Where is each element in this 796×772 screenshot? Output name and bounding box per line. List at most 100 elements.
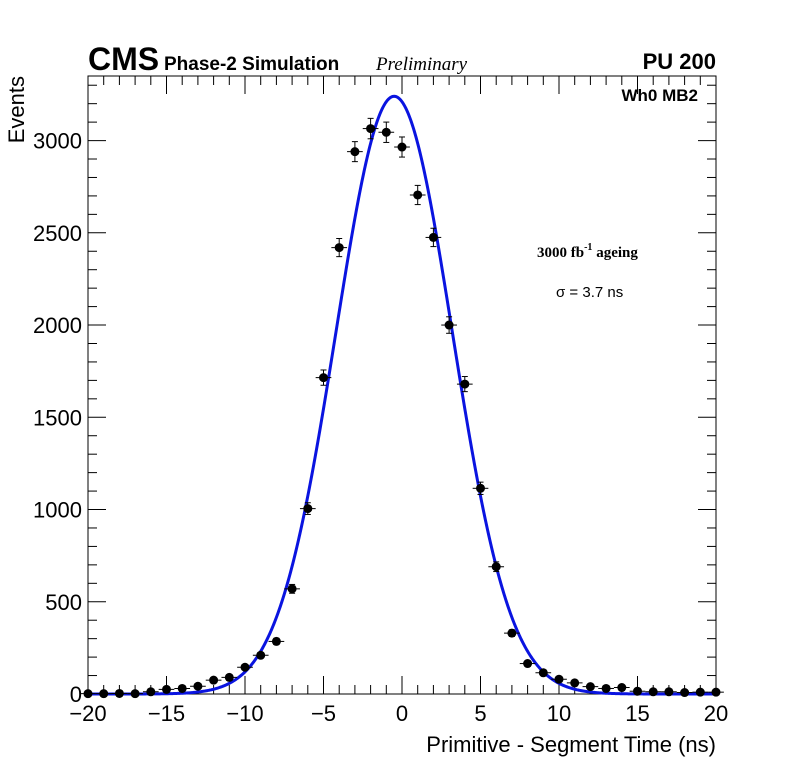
- data-marker: [523, 659, 533, 669]
- data-marker: [224, 672, 234, 682]
- data-point: [535, 668, 552, 678]
- data-marker: [303, 504, 313, 514]
- data-marker: [601, 683, 611, 693]
- y-tick-label: 3000: [33, 129, 82, 154]
- data-point: [221, 672, 238, 682]
- data-point: [519, 659, 536, 669]
- data-point: [692, 687, 709, 697]
- data-marker: [711, 687, 721, 697]
- data-marker: [585, 682, 595, 692]
- data-point: [174, 683, 191, 693]
- x-tick-label: −15: [148, 701, 185, 726]
- data-point: [661, 687, 677, 697]
- data-point: [331, 237, 348, 258]
- data-marker: [177, 683, 187, 693]
- data-marker: [130, 689, 140, 699]
- data-point: [629, 686, 646, 696]
- data-point: [551, 674, 567, 684]
- data-marker: [695, 687, 705, 697]
- data-marker: [617, 683, 627, 693]
- x-axis-title: Primitive - Segment Time (ns): [426, 732, 716, 757]
- data-point: [409, 184, 426, 206]
- data-point: [425, 227, 442, 248]
- y-tick-label: 0: [70, 682, 82, 707]
- data-point: [252, 650, 269, 660]
- ageing-suffix: ageing: [592, 245, 638, 261]
- data-marker: [146, 687, 156, 697]
- data-marker: [334, 243, 344, 253]
- data-marker: [209, 675, 219, 685]
- data-marker: [476, 483, 485, 493]
- data-point: [645, 687, 662, 697]
- data-point: [315, 369, 332, 386]
- data-marker: [193, 681, 203, 691]
- data-marker: [680, 688, 690, 698]
- data-marker: [460, 379, 470, 389]
- station-label: Wh0 MB2: [622, 86, 699, 105]
- data-marker: [444, 320, 454, 330]
- data-point: [80, 689, 96, 699]
- x-tick-label: −5: [311, 701, 336, 726]
- data-point: [362, 117, 379, 140]
- data-marker: [240, 662, 250, 672]
- data-marker: [633, 686, 642, 696]
- data-point: [676, 688, 693, 698]
- data-point: [488, 561, 505, 573]
- ageing-label: 3000 fb-1 ageing: [537, 242, 638, 261]
- y-tick-label: 2000: [33, 313, 82, 338]
- y-axis-title: Events: [4, 76, 29, 143]
- data-marker: [99, 689, 109, 699]
- data-point: [598, 683, 614, 693]
- data-point: [142, 687, 159, 697]
- data-marker: [538, 668, 548, 678]
- data-marker: [648, 687, 658, 697]
- data-point: [566, 678, 583, 688]
- simulation-label: Phase-2 Simulation: [164, 54, 339, 75]
- sigma-label: σ = 3.7 ns: [556, 284, 623, 301]
- data-point: [347, 141, 363, 163]
- x-tick-label: −10: [226, 701, 263, 726]
- data-point: [111, 688, 128, 698]
- data-marker: [162, 684, 171, 694]
- x-tick-label: −20: [69, 701, 106, 726]
- x-tick-label: 15: [625, 701, 649, 726]
- x-axis-tick-labels: −20 −15 −10 −5 0 5 10 15 20: [69, 701, 728, 726]
- y-tick-label: 1500: [33, 405, 82, 430]
- data-point: [394, 136, 410, 158]
- data-point: [237, 662, 253, 672]
- x-tick-label: 20: [704, 701, 728, 726]
- data-point: [441, 316, 457, 334]
- ageing-exponent: -1: [584, 242, 592, 253]
- data-point: [456, 376, 473, 393]
- data-point: [299, 502, 316, 515]
- data-point: [268, 636, 285, 646]
- data-point: [95, 689, 112, 699]
- cms-label: CMS: [88, 41, 159, 77]
- data-point: [205, 675, 222, 685]
- data-marker: [350, 147, 360, 157]
- data-point: [472, 481, 489, 495]
- data-marker: [256, 650, 266, 660]
- data-point: [504, 628, 520, 638]
- data-point: [582, 682, 599, 692]
- data-marker: [83, 689, 93, 699]
- data-marker: [397, 142, 407, 152]
- data-marker: [664, 687, 674, 697]
- y-tick-label: 1000: [33, 498, 82, 523]
- y-axis-ticks: [88, 84, 716, 695]
- x-tick-label: 5: [474, 701, 486, 726]
- data-marker: [428, 232, 438, 242]
- plot-frame: [87, 75, 717, 695]
- preliminary-label: Preliminary: [375, 54, 468, 75]
- data-marker: [366, 124, 376, 134]
- gaussian-fit-curve: [88, 94, 716, 696]
- data-marker: [287, 584, 297, 594]
- ageing-base: 3000 fb: [537, 245, 584, 261]
- data-point: [127, 689, 143, 699]
- data-marker: [381, 127, 391, 137]
- data-points: [80, 117, 724, 699]
- data-point: [613, 683, 630, 693]
- data-marker: [507, 628, 517, 638]
- data-marker: [413, 190, 423, 200]
